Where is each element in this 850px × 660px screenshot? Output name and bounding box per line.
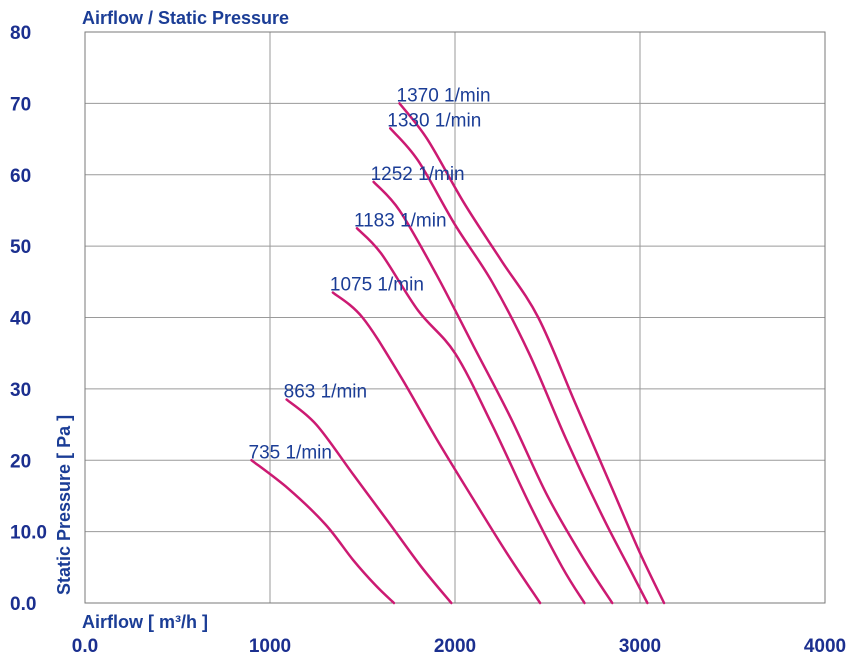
y-axis-label: Static Pressure [ Pa ] xyxy=(54,415,74,595)
y-tick-label: 20 xyxy=(10,451,31,472)
x-tick-label: 0.0 xyxy=(72,636,98,657)
curve-line xyxy=(398,102,666,605)
curve-line xyxy=(250,459,396,605)
curve-label: 1075 1/min xyxy=(330,275,424,296)
y-tick-label: 0.0 xyxy=(10,594,36,615)
curve-line xyxy=(372,180,614,605)
curve-label: 1252 1/min xyxy=(371,164,465,185)
plot-frame xyxy=(84,31,826,604)
curves xyxy=(250,102,666,605)
x-tick-label: 3000 xyxy=(619,636,661,657)
y-tick-label: 60 xyxy=(10,166,31,187)
curve-labels: 735 1/min 863 1/min 1075 1/min 1183 1/min 12… xyxy=(249,85,491,463)
curve-line xyxy=(331,291,542,605)
y-tick-label: 10.0 xyxy=(10,523,47,544)
curve-line xyxy=(285,398,453,605)
curve-label: 1330 1/min xyxy=(387,110,481,131)
curve-label: 1183 1/min xyxy=(354,210,447,231)
curve-label: 1370 1/min xyxy=(397,85,491,106)
curve-line xyxy=(355,227,586,605)
y-tick-label: 30 xyxy=(10,380,31,401)
y-tick-label: 80 xyxy=(10,23,31,44)
curve-label: 735 1/min xyxy=(249,442,332,463)
y-tick-label: 50 xyxy=(10,237,31,258)
x-tick-label: 1000 xyxy=(249,636,291,657)
chart-title: Airflow / Static Pressure xyxy=(82,8,289,28)
x-tick-label: 4000 xyxy=(804,636,846,657)
x-tick-label: 2000 xyxy=(434,636,476,657)
tick-labels: 0.0 1000 2000 3000 4000 0.0 10.0 20 30 40 50 60 70 80 xyxy=(10,23,846,657)
x-axis-label: Airflow [ m³/h ] xyxy=(82,612,208,632)
curve-label: 863 1/min xyxy=(284,382,367,403)
curve-line xyxy=(389,127,649,605)
y-tick-label: 40 xyxy=(10,309,31,330)
y-tick-label: 70 xyxy=(10,94,31,115)
